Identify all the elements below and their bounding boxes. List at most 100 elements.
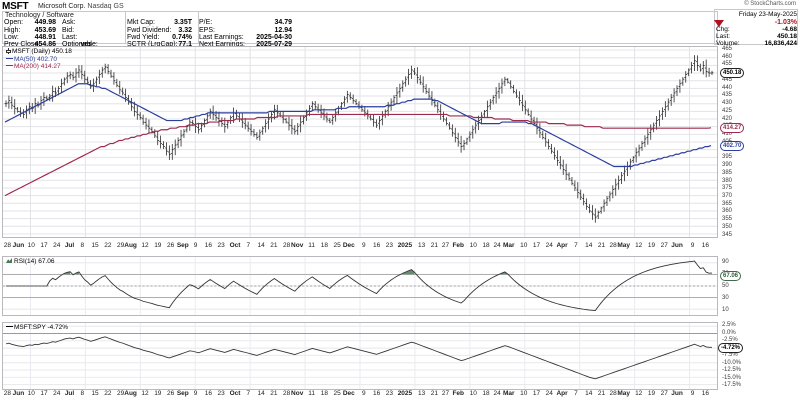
y-axis-tick: 350 (722, 223, 733, 230)
x-axis-tick: 24 (493, 390, 501, 397)
x-axis-tick: Jun (671, 390, 683, 397)
x-axis-tick: Mar (502, 390, 515, 397)
quote-label: Mkt Cap: (127, 19, 156, 26)
quote-value: yes (80, 41, 92, 48)
rsi-flag: 67.06 (720, 271, 742, 282)
x-axis-tick: Oct (229, 242, 241, 249)
price-flag: 402.70 (720, 141, 745, 152)
x-axis-tick: 11 (308, 242, 315, 249)
rs-y-tick: -12.5% (722, 367, 742, 374)
quote-date: Friday 23-May-2025 (738, 11, 797, 18)
x-axis-tick: 28 (3, 242, 11, 249)
legend-relative-strength: MSFT:SPY -4.72% (6, 324, 68, 332)
y-axis-tick: 420 (722, 115, 733, 122)
x-axis-tick: 22 (104, 390, 112, 397)
x-axis-tick: 25 (333, 242, 341, 249)
quote-label: P/E: (199, 19, 213, 26)
x-axis-tick: 24 (493, 242, 501, 249)
legend-rs-text: MSFT:SPY -4.72% (14, 324, 69, 331)
quote-value: 449.98 (34, 19, 56, 26)
x-axis-tick: Mar (502, 242, 515, 249)
price-flag: 414.27 (720, 123, 745, 134)
x-axis-tick: 14 (257, 242, 265, 249)
company-name-text: Microsoft Corp. (38, 3, 86, 10)
x-axis-tick: 16 (204, 242, 212, 249)
x-axis-tick: 28 (609, 390, 617, 397)
x-axis-tick: 2025 (397, 390, 413, 397)
x-axis-tick: 28 (283, 242, 291, 249)
line-swatch-icon (6, 57, 13, 59)
y-axis-tick: 390 (722, 162, 733, 169)
rs-y-tick: 2.5% (722, 322, 736, 329)
rs-y-tick: -17.5% (722, 382, 742, 389)
x-axis-tick: 8 (80, 242, 85, 249)
quote-value: 0.74% (172, 34, 192, 41)
rsi-chart-panel[interactable]: RSI(14) 67.06 (2, 256, 718, 316)
x-axis-tick: Dec (342, 242, 355, 249)
company-name: Microsoft Corp. Nasdaq GS (38, 3, 124, 10)
x-axis-tick: 16 (372, 390, 381, 397)
x-axis-tick: 19 (647, 242, 656, 249)
quote-value: 2025-07-29 (256, 41, 292, 48)
x-axis-tick: Aug (124, 242, 137, 249)
rsi-y-tick: 10 (722, 306, 729, 313)
x-axis-tick: 21 (270, 390, 278, 397)
x-axis-tick: 18 (482, 242, 490, 249)
quote-value: 3.32 (178, 27, 192, 34)
x-axis-tick: May (617, 390, 631, 397)
x-axis-tick: 23 (385, 390, 393, 397)
x-axis-tick: 24 (545, 242, 553, 249)
x-axis-tick: 21 (270, 242, 278, 249)
x-axis-tick: 25 (333, 390, 341, 397)
x-axis-tick: Jun (12, 390, 25, 397)
rs-flag: -4.72% (718, 342, 744, 353)
x-axis-tick: 7 (246, 390, 251, 397)
x-axis-tick: May (617, 242, 631, 249)
x-axis-tick: 13 (417, 390, 426, 397)
x-axis-tick: 10 (520, 390, 528, 397)
x-axis-tick: 29 (116, 390, 125, 397)
quote-panel-value: 16,836,424 (764, 40, 797, 47)
line-swatch-icon (6, 326, 13, 327)
x-axis-tick: 21 (430, 242, 438, 249)
relative-strength-panel[interactable]: MSFT:SPY -4.72% (2, 322, 718, 390)
quote-value: 454.86 (34, 41, 56, 48)
quote-label: High: (4, 27, 21, 34)
y-axis-tick: 385 (722, 169, 733, 176)
y-axis-tick: 455 (722, 61, 733, 68)
quote-label: Bid: (62, 27, 75, 34)
x-axis-tick: 22 (104, 242, 112, 249)
quote-label: EPS: (199, 27, 215, 34)
rsi-plot (3, 257, 717, 315)
price-chart-panel[interactable]: MSFT (Daily) 450.18 MA(50) 402.70 MA(200… (2, 46, 718, 238)
x-axis-tick: 14 (585, 390, 593, 397)
quote-label: Last Earnings: (199, 34, 244, 41)
y-axis-tick: 460 (722, 53, 733, 60)
x-axis-tick: 10 (27, 390, 35, 397)
x-axis-tick: 26 (166, 390, 175, 397)
legend-price-text: MSFT (Daily) 450.18 (12, 48, 72, 55)
x-axis-tick: 7 (574, 242, 578, 249)
x-axis-tick: 18 (320, 390, 328, 397)
quote-value: 34.79 (274, 19, 292, 26)
x-axis-tick: 12 (635, 390, 643, 397)
x-axis-tick: Dec (342, 390, 355, 397)
change-percent: -1.03% (774, 19, 797, 26)
quote-panel-value: -4.68 (782, 26, 797, 33)
x-axis-tick: 18 (320, 242, 328, 249)
x-axis-tick: 21 (597, 390, 606, 397)
y-axis-tick: 355 (722, 216, 733, 223)
x-axis-tick: Jun (671, 242, 683, 249)
x-axis-tick: 9 (362, 390, 366, 397)
price-plot (3, 47, 717, 237)
stockcharts-credit: © StockCharts.com (744, 1, 796, 7)
x-axis-tick: 27 (660, 390, 668, 397)
quote-divider-2 (198, 11, 199, 44)
quote-panel-label: Last: (716, 33, 731, 40)
x-axis-tick: 21 (430, 390, 438, 397)
legend-ma200: MA(200) 414.27 (6, 63, 61, 71)
x-axis-tick: 10 (520, 242, 528, 249)
quote-label: Low: (4, 34, 19, 41)
y-axis-tick: 345 (722, 231, 733, 238)
x-axis-tick: 28 (609, 242, 617, 249)
